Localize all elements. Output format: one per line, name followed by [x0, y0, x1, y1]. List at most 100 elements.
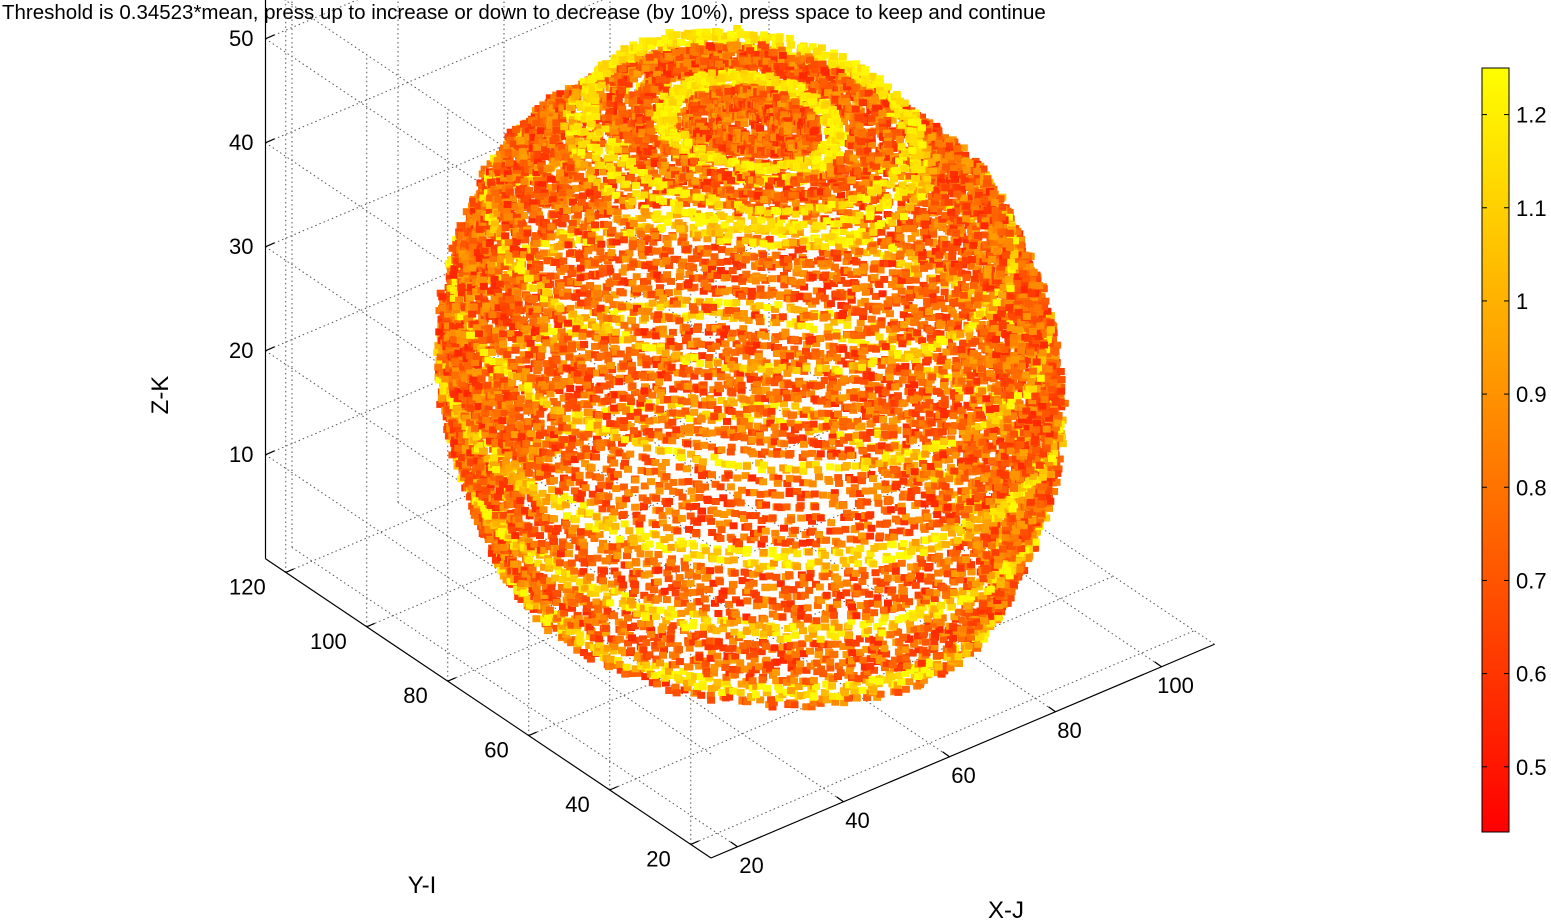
- voxel: [983, 606, 992, 614]
- voxel: [644, 550, 653, 558]
- voxel: [574, 596, 583, 604]
- voxel: [741, 647, 750, 655]
- voxel: [540, 546, 549, 554]
- voxel: [704, 643, 713, 651]
- voxel: [519, 528, 528, 536]
- voxel: [945, 456, 954, 464]
- voxel: [796, 621, 805, 629]
- voxel: [896, 604, 905, 612]
- voxel: [640, 591, 649, 599]
- voxel: [567, 559, 576, 567]
- voxel: [795, 666, 804, 674]
- voxel: [674, 369, 683, 377]
- voxel: [558, 622, 567, 630]
- voxel: [675, 646, 683, 653]
- voxel: [579, 324, 588, 332]
- voxel: [477, 498, 486, 506]
- voxel: [635, 669, 644, 677]
- voxel: [891, 368, 900, 376]
- voxel: [605, 381, 614, 389]
- voxel: [474, 307, 483, 315]
- voxel: [586, 601, 595, 609]
- voxel: [971, 460, 980, 468]
- voxel: [901, 646, 910, 654]
- voxel: [967, 527, 976, 535]
- voxel: [747, 275, 756, 283]
- voxel: [963, 451, 971, 458]
- voxel: [873, 397, 882, 405]
- voxel: [923, 615, 932, 623]
- voxel: [541, 329, 550, 337]
- voxel: [558, 576, 567, 583]
- x-tick-mark: [1154, 661, 1162, 668]
- voxel: [752, 602, 761, 610]
- voxel: [591, 618, 600, 626]
- voxel: [829, 692, 837, 700]
- voxel: [742, 617, 751, 625]
- voxel: [888, 330, 897, 338]
- voxel: [805, 678, 814, 686]
- voxel: [986, 599, 995, 607]
- voxel: [919, 676, 928, 684]
- voxel: [864, 411, 873, 419]
- voxel: [575, 578, 584, 586]
- voxel: [799, 650, 808, 658]
- voxel: [955, 388, 964, 396]
- voxel: [976, 633, 985, 641]
- voxel: [694, 630, 703, 638]
- voxel: [923, 367, 932, 375]
- voxel: [716, 309, 725, 317]
- voxel: [632, 559, 641, 567]
- voxel: [639, 635, 647, 643]
- voxel: [521, 570, 530, 578]
- voxel: [809, 693, 818, 701]
- voxel: [880, 376, 889, 383]
- voxel: [554, 291, 562, 299]
- voxel: [701, 660, 710, 668]
- voxel: [768, 610, 777, 618]
- voxel: [489, 454, 498, 462]
- voxel: [502, 548, 511, 556]
- voxel: [639, 646, 648, 654]
- voxel: [989, 589, 998, 597]
- voxel: [723, 257, 732, 265]
- voxel: [530, 414, 539, 421]
- voxel: [656, 284, 664, 292]
- voxel: [698, 275, 707, 283]
- voxel: [905, 383, 914, 391]
- voxel: [494, 493, 502, 501]
- voxel: [567, 639, 576, 647]
- voxel: [869, 686, 878, 694]
- voxel: [499, 480, 507, 488]
- voxel: [552, 333, 561, 341]
- voxel: [485, 409, 494, 417]
- voxel: [809, 676, 818, 684]
- voxel: [797, 321, 806, 329]
- voxel: [652, 613, 661, 620]
- voxel: [619, 581, 628, 589]
- voxel: [897, 287, 906, 295]
- voxel: [812, 287, 821, 295]
- voxel: [830, 619, 839, 627]
- voxel: [849, 608, 858, 616]
- voxel: [667, 401, 676, 409]
- voxel: [743, 413, 752, 421]
- voxel: [908, 388, 916, 396]
- voxel: [787, 682, 796, 690]
- voxel: [553, 546, 562, 553]
- voxel: [716, 595, 725, 603]
- voxel: [544, 558, 553, 566]
- voxel: [623, 552, 631, 560]
- voxel: [524, 523, 533, 531]
- voxel: [733, 617, 742, 624]
- voxel: [453, 420, 462, 428]
- voxel: [550, 538, 558, 545]
- voxel: [887, 363, 896, 371]
- voxel: [791, 631, 800, 639]
- voxel: [1017, 545, 1026, 553]
- voxel: [817, 288, 826, 295]
- voxel: [617, 575, 626, 583]
- voxel: [561, 306, 570, 314]
- voxel-cloud: [433, 25, 1069, 711]
- voxel: [763, 661, 772, 669]
